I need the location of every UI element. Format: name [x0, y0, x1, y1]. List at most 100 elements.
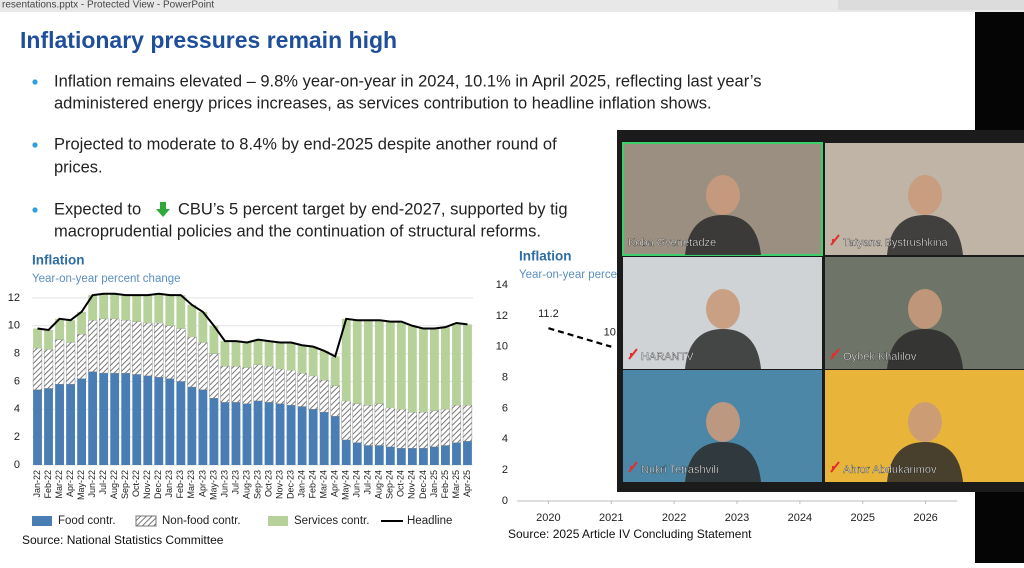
- bar-segment: [33, 328, 42, 349]
- bar-segment: [66, 320, 75, 343]
- bar-segment: [330, 416, 340, 465]
- bar-segment: [308, 409, 318, 465]
- data-label: 10.: [604, 327, 619, 339]
- bullet-dot: [32, 79, 38, 85]
- x-tick-label: Nov-22: [142, 470, 152, 499]
- bar-segment: [275, 342, 285, 369]
- charts: Inflation Year-on-year percent change 0 2 4 6…: [8, 249, 957, 547]
- bar-segment: [132, 321, 142, 375]
- bar-segment: [341, 400, 351, 441]
- bar-segment: [253, 400, 263, 465]
- video-tile[interactable]: HARANTV: [623, 257, 822, 369]
- bar-segment: [55, 384, 64, 465]
- bar-segment: [374, 320, 384, 404]
- y-tick-label: 8: [502, 371, 508, 383]
- bar-segment: [463, 324, 472, 406]
- y-tick-label: 6: [502, 402, 508, 414]
- bar-segment: [440, 409, 451, 446]
- video-tile[interactable]: Oybek Khalilov: [825, 257, 1024, 369]
- bar-segment: [44, 388, 53, 465]
- bullet-text: Expected to: [54, 200, 141, 218]
- bar-segment: [99, 373, 109, 465]
- legend-swatch: [268, 516, 288, 526]
- x-tick-label: Apr-23: [197, 470, 207, 497]
- bar-segment: [363, 445, 373, 465]
- bar-segment: [430, 328, 439, 411]
- bar-segment: [463, 441, 472, 465]
- x-tick-label: Sep-22: [120, 470, 130, 499]
- video-tile[interactable]: Tatyana Bystrushkina: [825, 143, 1024, 255]
- video-tile[interactable]: Ahror Abdukarimov: [825, 370, 1024, 482]
- muted-mic-icon: [830, 348, 840, 360]
- bar-segment: [32, 347, 43, 391]
- bar-segment: [44, 329, 53, 350]
- bar-segment: [286, 342, 296, 371]
- bar-segment: [242, 342, 252, 368]
- x-tick-label: Oct-24: [396, 470, 406, 497]
- bar-segment: [154, 322, 164, 378]
- bar-segment: [407, 448, 417, 465]
- bar-segment: [418, 411, 428, 449]
- bar-segment: [242, 403, 252, 465]
- title-bar: [0, 0, 1024, 12]
- person-body: [887, 442, 963, 482]
- y-tick-label: 0: [502, 495, 508, 507]
- window-controls: [838, 0, 1024, 10]
- x-tick-label: Sep-23: [252, 470, 262, 499]
- bar-segment: [132, 374, 142, 465]
- bar-segment: [319, 350, 329, 381]
- bar-segment: [121, 320, 131, 374]
- person-head: [908, 402, 942, 442]
- bullet-text: Inflation remains elevated – 9.8% year-o…: [54, 72, 761, 90]
- bar-segment: [209, 353, 219, 399]
- bar-segment: [187, 304, 197, 337]
- y-tick-label: 8: [14, 348, 20, 360]
- bar-segment: [242, 367, 252, 404]
- bar-segment: [187, 336, 197, 388]
- bar-segment: [176, 328, 186, 382]
- bar-segment: [363, 404, 373, 446]
- bar-segment: [143, 375, 153, 465]
- x-tick-label: Jul-22: [98, 470, 108, 495]
- participant-name: Oybek Khalilov: [843, 351, 917, 363]
- bar-segment: [297, 345, 307, 374]
- y-tick-label: 4: [14, 403, 20, 415]
- video-tile[interactable]: Nukri Tetrashvili: [623, 370, 822, 482]
- bar-segment: [99, 318, 109, 374]
- x-tick-label: 2022: [662, 512, 686, 524]
- bar-segment: [352, 403, 362, 443]
- down-arrow-icon: [156, 202, 170, 217]
- bar-segment: [385, 321, 395, 408]
- person-head: [908, 289, 942, 329]
- data-line: [548, 327, 612, 348]
- bullet-text: administered energy prices increases, as…: [54, 94, 712, 112]
- bar-segment: [33, 389, 42, 465]
- bar-segment: [209, 398, 219, 465]
- video-tile[interactable]: Koba Gvenetadze: [622, 142, 823, 256]
- x-tick-label: Apr-22: [65, 470, 75, 497]
- bar-segment: [99, 293, 109, 319]
- bar-segment: [176, 381, 186, 465]
- bar-segment: [154, 293, 164, 323]
- bar-segment: [88, 295, 98, 321]
- bar-segment: [77, 378, 87, 465]
- x-tick-label: Apr-24: [330, 470, 340, 497]
- bar-segment: [275, 403, 285, 465]
- bar-segment: [110, 373, 120, 465]
- chart-subtitle: Year-on-year percent change: [32, 273, 181, 285]
- bar-segment: [165, 325, 175, 379]
- data-label: 11.2: [538, 308, 559, 320]
- bar-segment: [430, 446, 439, 465]
- headline-line: [37, 292, 468, 358]
- bar-segment: [418, 328, 428, 413]
- bar-segment: [132, 295, 142, 322]
- bar-segment: [452, 322, 461, 406]
- x-tick-label: Jul-24: [363, 470, 373, 495]
- y-tick-label: 0: [14, 459, 20, 471]
- bar-segment: [319, 412, 329, 465]
- bar-segment: [308, 346, 318, 376]
- bar-segment: [43, 349, 54, 389]
- muted-mic-icon: [830, 461, 840, 473]
- bar-segment: [198, 311, 208, 343]
